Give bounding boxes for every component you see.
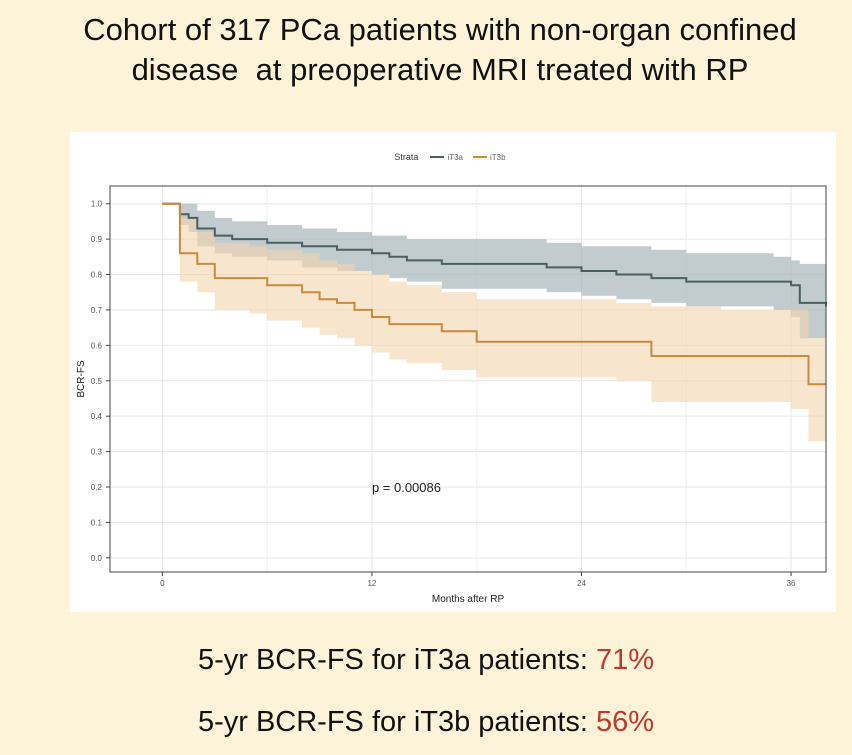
p-value-annotation: p = 0.00086 bbox=[372, 480, 441, 495]
legend: Strata iT3a iT3b bbox=[70, 152, 836, 162]
result-it3a-text: 5-yr BCR-FS for iT3a patients: bbox=[197, 644, 596, 676]
result-it3b-text: 5-yr BCR-FS for iT3b patients: bbox=[197, 706, 596, 738]
y-tick-label: 0.4 bbox=[91, 412, 103, 421]
title-line-1: Cohort of 317 PCa patients with non-orga… bbox=[83, 12, 797, 47]
title-line-2: disease at preoperative MRI treated with… bbox=[131, 52, 749, 87]
survival-line-it3b bbox=[162, 202, 826, 386]
result-it3b-pct: 56% bbox=[596, 706, 655, 738]
x-tick-label: 0 bbox=[160, 579, 165, 588]
y-tick-label: 1.0 bbox=[91, 200, 103, 209]
y-tick-label: 0.9 bbox=[91, 235, 103, 244]
y-tick-label: 0.1 bbox=[91, 518, 103, 527]
x-tick-label: 12 bbox=[367, 579, 376, 588]
y-tick-label: 0.2 bbox=[91, 483, 103, 492]
survival-line-it3a bbox=[162, 202, 827, 307]
x-tick-label: 36 bbox=[787, 579, 796, 588]
km-chart: 0.0 0.1 0.2 0.3 0.4 0.5 0.6 0.7 0.8 0.9 1.0 0 12 24 36… bbox=[76, 185, 827, 605]
legend-label-it3a: iT3a bbox=[447, 152, 463, 162]
confidence-band-it3a bbox=[162, 203, 826, 342]
legend-title: Strata bbox=[394, 152, 419, 162]
legend-key-it3a bbox=[430, 153, 445, 161]
legend-label-it3b: iT3b bbox=[490, 152, 506, 162]
result-it3a-pct: 71% bbox=[596, 644, 655, 676]
x-tick-label: 24 bbox=[577, 579, 586, 588]
y-tick-label: 0.0 bbox=[91, 554, 103, 563]
legend-key-it3b bbox=[473, 153, 487, 161]
slide-title: Cohort of 317 PCa patients with non-orga… bbox=[0, 10, 852, 90]
y-tick-label: 0.5 bbox=[91, 377, 103, 386]
y-tick-label: 0.7 bbox=[91, 306, 103, 315]
y-tick-label: 0.8 bbox=[91, 271, 103, 280]
y-tick-label: 0.6 bbox=[91, 341, 103, 350]
plot-border bbox=[109, 185, 827, 573]
y-tick-label: 0.3 bbox=[91, 448, 103, 457]
result-it3a: 5-yr BCR-FS for iT3a patients: 71% bbox=[0, 644, 852, 677]
x-axis-label: Months after RP bbox=[432, 594, 505, 605]
result-it3b: 5-yr BCR-FS for iT3b patients: 56% bbox=[0, 706, 852, 739]
y-axis-label: BCR-FS bbox=[76, 360, 87, 398]
km-plot-panel: 0.0 0.1 0.2 0.3 0.4 0.5 0.6 0.7 0.8 0.9 1.0 0 12 24 36… bbox=[70, 132, 836, 612]
confidence-band-it3b bbox=[162, 203, 826, 441]
